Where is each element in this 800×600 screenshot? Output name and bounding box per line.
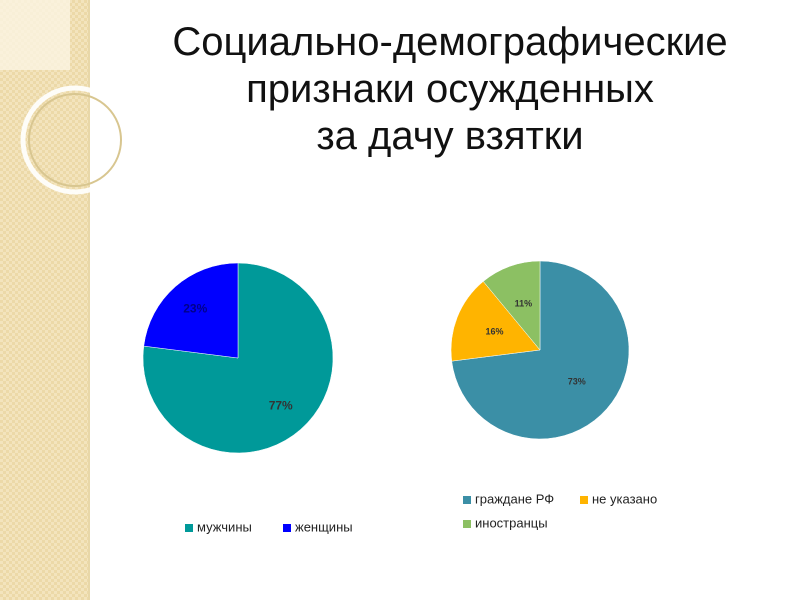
pie-slice: [450, 281, 541, 362]
legend-label: граждане РФ: [475, 491, 554, 506]
data-label: 16%: [485, 326, 503, 336]
legend-swatch: [463, 520, 471, 528]
pie-slice: [143, 262, 239, 359]
legend-label: не указано: [592, 491, 657, 506]
data-label: 11%: [515, 298, 533, 308]
legend-swatch: [463, 496, 471, 504]
pie-slice: [451, 260, 630, 440]
deco-ring: [20, 85, 130, 195]
legend-swatch: [580, 496, 588, 504]
title: Социально-демографические признаки осужде…: [172, 20, 727, 158]
data-label: 23%: [183, 302, 207, 316]
data-label: 73%: [568, 377, 586, 387]
data-label: 77%: [269, 399, 293, 413]
legend-label: женщины: [295, 519, 353, 534]
legend-label: иностранцы: [475, 515, 548, 530]
pie-slice: [482, 260, 541, 351]
legend-label: мужчины: [197, 519, 252, 534]
legend-swatch: [283, 524, 291, 532]
deco-ring: [28, 93, 122, 187]
legend-swatch: [185, 524, 193, 532]
corner-square: [0, 0, 70, 70]
